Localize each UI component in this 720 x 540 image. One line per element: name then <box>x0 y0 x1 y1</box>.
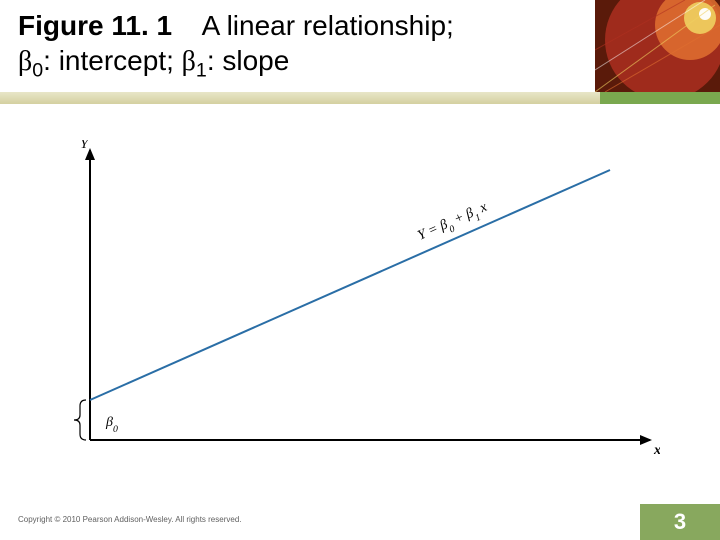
slope-text: : slope <box>207 45 290 76</box>
svg-text:x: x <box>653 443 660 458</box>
intercept-text: : intercept; <box>43 45 182 76</box>
beta0-symbol: β <box>18 46 32 77</box>
beta1-symbol: β <box>182 46 196 77</box>
linear-relationship-chart: Yxβ0Y = β0 + β1 x <box>50 140 660 470</box>
beta0-subscript: 0 <box>32 60 43 82</box>
copyright-text: Copyright © 2010 Pearson Addison-Wesley.… <box>18 515 242 524</box>
beta1-subscript: 1 <box>196 60 207 82</box>
page-number: 3 <box>674 509 686 535</box>
decorative-corner-image <box>595 0 720 92</box>
figure-title: Figure 11. 1 A linear relationship; β0: … <box>18 8 578 83</box>
title-text-line1: A linear relationship; <box>202 10 454 41</box>
page-number-badge: 3 <box>640 504 720 540</box>
figure-number: Figure 11. 1 <box>18 10 172 41</box>
corner-strip <box>600 92 720 104</box>
